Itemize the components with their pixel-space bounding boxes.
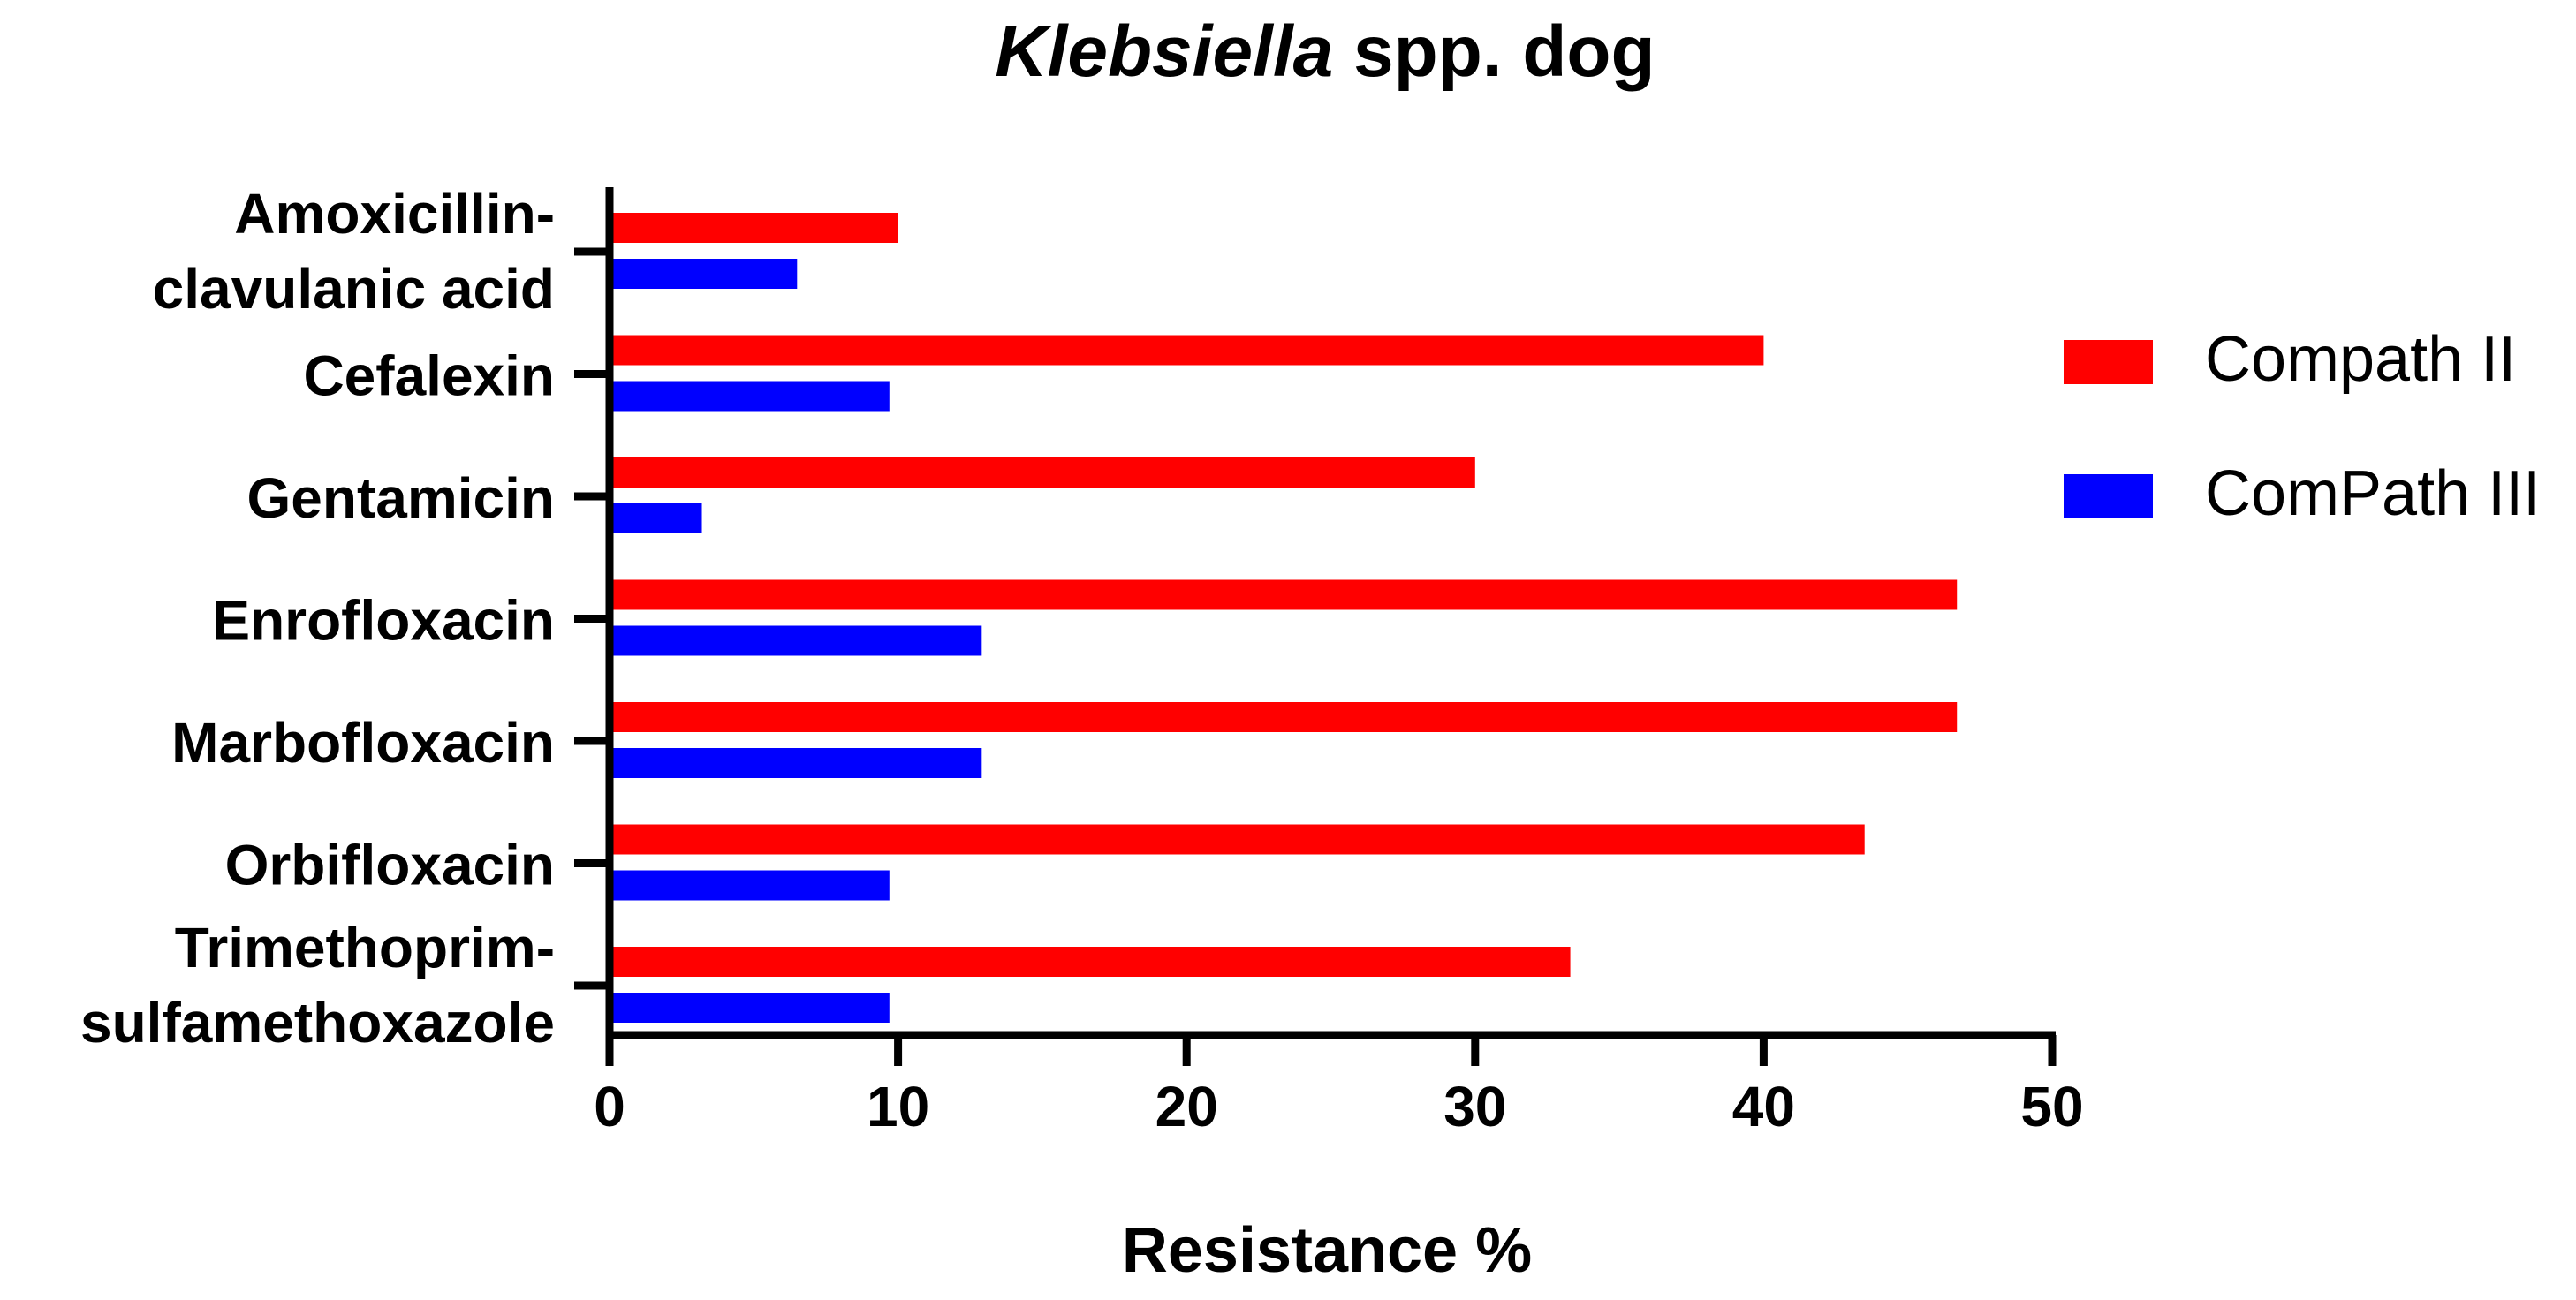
bar-compath-ii-2 [610, 457, 1475, 488]
category-label-0-line2: clavulanic acid [153, 257, 555, 321]
bar-compath-ii-5 [610, 824, 1865, 855]
chart-title: Klebsiella spp. dog [995, 11, 1655, 92]
category-label-6-line1: Trimethoprim- [175, 916, 555, 979]
bar-compath-ii-0 [610, 213, 898, 243]
bar-compath-ii-3 [610, 579, 1958, 610]
bar-compath-ii-6 [610, 947, 1571, 977]
x-tick-label-30: 30 [1443, 1075, 1506, 1138]
legend-label-1: ComPath III [2205, 458, 2541, 529]
category-label-2: Gentamicin [246, 466, 555, 530]
legend-label-0: Compath II [2205, 324, 2516, 395]
bar-compath-ii-1 [610, 335, 1764, 366]
legend-swatch-1 [2064, 474, 2153, 518]
category-label-6-line2: sulfamethoxazole [80, 991, 555, 1054]
axes-group [574, 187, 2057, 1066]
chart-title-italic: Klebsiella [995, 11, 1333, 92]
bar-compath-iii-2 [610, 503, 702, 533]
x-axis-label: Resistance % [1122, 1215, 1532, 1286]
x-tick-label-20: 20 [1155, 1075, 1218, 1138]
category-label-1: Cefalexin [303, 344, 555, 408]
x-tick-label-0: 0 [594, 1075, 625, 1138]
bar-compath-iii-6 [610, 993, 890, 1023]
category-label-4: Marbofloxacin [171, 711, 555, 775]
x-tick-label-40: 40 [1732, 1075, 1795, 1138]
x-tick-labels: 0 10 20 30 40 50 [594, 1075, 2083, 1138]
bar-compath-iii-3 [610, 625, 982, 656]
category-labels: Amoxicillin-clavulanic acid Cefalexin Gent… [80, 182, 555, 1054]
legend-swatch-0 [2064, 340, 2153, 384]
bars-group [610, 213, 1958, 1023]
bar-compath-iii-1 [610, 381, 890, 412]
bar-compath-iii-4 [610, 748, 982, 778]
bar-compath-iii-5 [610, 870, 890, 901]
chart-title-rest: spp. dog [1333, 11, 1655, 92]
bar-compath-ii-4 [610, 702, 1958, 732]
category-label-3: Enrofloxacin [212, 589, 555, 653]
x-tick-label-10: 10 [867, 1075, 929, 1138]
category-label-5: Orbifloxacin [225, 834, 555, 897]
bar-compath-iii-0 [610, 259, 798, 289]
category-label-0-line1: Amoxicillin- [234, 182, 555, 246]
x-tick-label-50: 50 [2020, 1075, 2083, 1138]
legend: Compath II ComPath III [2064, 324, 2541, 529]
